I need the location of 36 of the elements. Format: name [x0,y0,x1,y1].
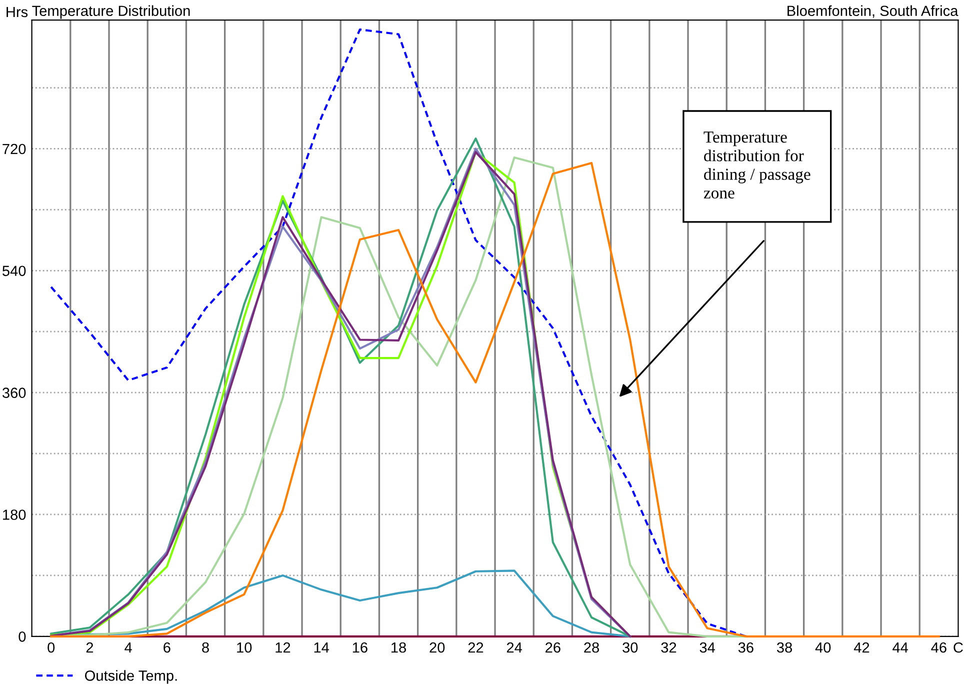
y-tick-label: 540 [2,266,26,276]
x-tick-label: 16 [352,642,368,653]
line-series [50,162,940,638]
chart-title: Temperature Distribution [32,5,190,19]
x-tick-label: 34 [700,642,715,653]
x-tick-label: 24 [506,642,522,653]
x-tick-label: 36 [738,642,754,653]
y-tick-label: 180 [3,510,26,520]
x-tick-label: 4 [124,642,132,653]
x-tick-label: 32 [661,642,676,653]
legend-label: Outside Temp. [85,670,177,684]
x-tick-label: 42 [854,642,870,653]
x-tick-label: 26 [546,642,560,653]
x-tick-label: 14 [314,642,329,653]
x-tick-label: 44 [892,642,908,653]
x-tick-label: 38 [776,642,792,653]
y-tick-label: 360 [2,388,26,398]
y-tick-label: 720 [2,144,26,154]
annotation: Temperature distribution for dining / passage zone [704,132,810,199]
x-tick-label: 18 [392,642,406,653]
x-tick-label: 40 [815,642,831,653]
chart-subtitle: Bloemfontein, South Africa [788,5,958,18]
x-tick-label: 30 [622,642,638,653]
y-axis-title: Hrs [6,6,28,18]
x-tick-label: 22 [468,642,484,653]
x-tick-label: 12 [276,642,290,653]
x-tick-label: 46 [931,642,946,653]
x-tick-label: 20 [430,642,445,653]
x-tick-label: 10 [237,642,252,653]
x-tick-label: C [954,642,963,653]
x-tick-label: 6 [164,642,170,653]
x-tick-label: 8 [202,642,209,653]
x-tick-label: 0 [48,642,55,653]
y-tick-label: 0 [18,632,26,642]
x-tick-label: 28 [584,642,599,653]
x-tick-label: 2 [86,642,94,653]
